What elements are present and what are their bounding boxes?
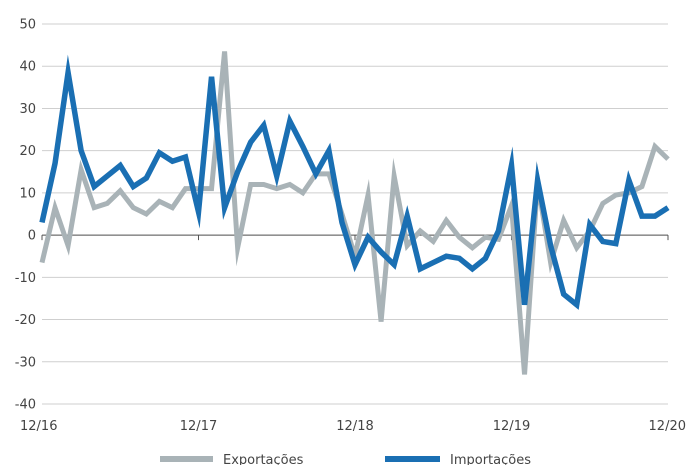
x-axis: 12/16 12/17 12/18 12/19 12/20 xyxy=(20,234,686,434)
y-tick-label: 0 xyxy=(28,229,36,244)
y-tick-label: 20 xyxy=(19,144,36,159)
y-tick-label: 50 xyxy=(19,18,36,33)
y-tick-label: 40 xyxy=(19,60,36,75)
y-tick-label: -10 xyxy=(15,271,36,286)
grid-lines xyxy=(42,23,668,405)
y-tick-label: 30 xyxy=(19,102,36,117)
y-tick-label: -30 xyxy=(15,355,36,370)
x-tick-label: 12/16 xyxy=(20,419,57,434)
series-line-exportacoes xyxy=(39,51,670,375)
legend-label: Exportações xyxy=(223,453,304,465)
series-line-importacoes xyxy=(39,54,670,310)
y-tick-label: 10 xyxy=(19,186,36,201)
x-tick-label: 12/17 xyxy=(180,419,217,434)
y-tick-label: -40 xyxy=(15,398,36,413)
x-tick-label: 12/19 xyxy=(493,419,530,434)
x-tick-label: 12/20 xyxy=(649,419,686,434)
y-tick-label: -20 xyxy=(15,313,36,328)
legend: Exportações Importações xyxy=(160,453,531,465)
x-tick-label: 12/18 xyxy=(336,419,373,434)
series-lines xyxy=(39,51,670,375)
y-axis-tick-labels: 50 40 30 20 10 0 -10 -20 -30 -40 xyxy=(15,18,36,413)
legend-label: Importações xyxy=(450,453,531,465)
